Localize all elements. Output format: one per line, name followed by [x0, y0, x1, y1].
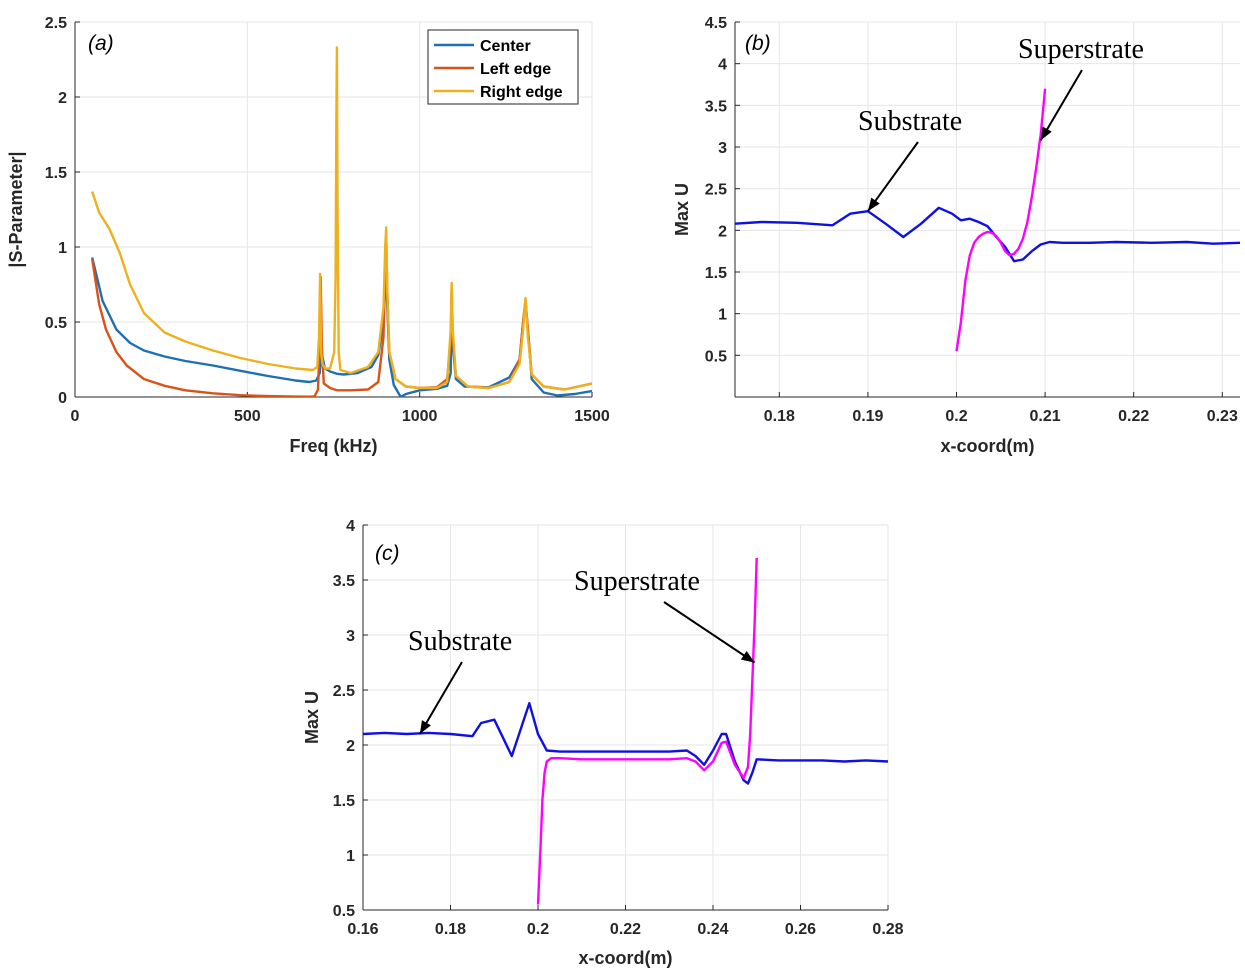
y-tick-label: 2.5: [45, 15, 67, 32]
annotation-arrowhead: [419, 720, 431, 734]
y-tick-label: 1: [718, 307, 727, 324]
panel-tag: (c): [375, 542, 400, 565]
legend-label: Left edge: [480, 61, 551, 78]
y-tick-label: 4.5: [705, 15, 727, 32]
series-line-1: [955, 88, 1047, 352]
annotation-arrowhead: [1040, 126, 1052, 141]
x-tick-label: 500: [234, 408, 261, 425]
panel-tag: (b): [745, 32, 771, 55]
x-tick-label: 0.18: [764, 408, 795, 425]
x-tick-label: 0.16: [347, 921, 378, 938]
x-tick-label: 0.2: [945, 408, 967, 425]
y-tick-label: 1: [58, 240, 67, 257]
annotation-text: Substrate: [858, 106, 962, 137]
y-tick-label: 0: [58, 390, 67, 407]
y-tick-label: 1: [346, 848, 355, 865]
series-line-1: [536, 557, 758, 905]
x-tick-label: 0.23: [1207, 408, 1238, 425]
annotation-text: Superstrate: [574, 566, 700, 597]
x-tick-label: 0.28: [872, 921, 903, 938]
y-tick-label: 4: [718, 57, 727, 74]
y-axis-label: Max U: [672, 183, 692, 236]
y-axis-label: |S-Parameter|: [6, 151, 26, 267]
y-tick-label: 2: [346, 738, 355, 755]
y-tick-label: 0.5: [705, 348, 727, 365]
y-tick-label: 1.5: [333, 793, 355, 810]
x-tick-label: 0: [71, 408, 80, 425]
panel-c-chart: 0.16 0.18 0.2 0.22 0.24 0.26 0.28 0.5 1 1.5 2 2.5 3 3…: [302, 518, 904, 968]
y-tick-label: 2: [718, 223, 727, 240]
annotation-arrow: [419, 661, 463, 735]
series-line-0: [363, 702, 888, 785]
y-tick-label: 3: [718, 140, 727, 157]
legend-label: Center: [480, 38, 531, 55]
y-tick-label: 2.5: [705, 182, 727, 199]
x-tick-label: 0.24: [697, 921, 728, 938]
panel-b-chart: 0.18 0.19 0.2 0.21 0.22 0.23 0.5 1 1.5 2 2.5 3 3.5 4 4…: [672, 15, 1240, 456]
annotation-arrow: [867, 141, 919, 212]
y-tick-label: 3.5: [333, 573, 355, 590]
annotation-arrow: [1039, 69, 1083, 141]
y-axis-label: Max U: [302, 691, 322, 744]
legend-label: Right edge: [480, 84, 563, 101]
series-line-right-edge: [91, 46, 592, 391]
annotation-text: Superstrate: [1018, 34, 1144, 65]
annotation-text: Substrate: [408, 626, 512, 657]
x-tick-label: 0.18: [435, 921, 466, 938]
x-tick-label: 1500: [574, 408, 610, 425]
annotation-arrow: [663, 601, 756, 664]
annotation-arrowhead: [740, 650, 755, 663]
series-line-0: [735, 206, 1240, 263]
series-line-center: [91, 257, 592, 397]
panel-a-chart: 0 500 1000 1500 0 0.5 1 1.5 2 2.5 Freq (kHz) |S-Par…: [6, 15, 610, 456]
y-tick-label: 4: [346, 518, 355, 535]
annotation-arrowhead: [867, 197, 880, 212]
x-tick-label: 0.19: [852, 408, 883, 425]
y-tick-label: 0.5: [333, 903, 355, 920]
y-tick-label: 3.5: [705, 98, 727, 115]
x-axis-label: Freq (kHz): [289, 436, 377, 456]
x-tick-label: 0.22: [610, 921, 641, 938]
x-tick-label: 1000: [402, 408, 438, 425]
y-tick-label: 2: [58, 90, 67, 107]
series-line-left-edge: [91, 233, 592, 397]
y-tick-label: 2.5: [333, 683, 355, 700]
y-tick-label: 3: [346, 628, 355, 645]
y-tick-label: 1.5: [45, 165, 67, 182]
y-tick-label: 0.5: [45, 315, 67, 332]
x-axis-label: x-coord(m): [941, 436, 1035, 456]
panel-tag: (a): [88, 32, 114, 55]
x-tick-label: 0.2: [527, 921, 549, 938]
x-tick-label: 0.22: [1118, 408, 1149, 425]
x-tick-label: 0.21: [1030, 408, 1061, 425]
y-tick-label: 1.5: [705, 265, 727, 282]
x-tick-label: 0.26: [785, 921, 816, 938]
x-axis-label: x-coord(m): [579, 948, 673, 968]
